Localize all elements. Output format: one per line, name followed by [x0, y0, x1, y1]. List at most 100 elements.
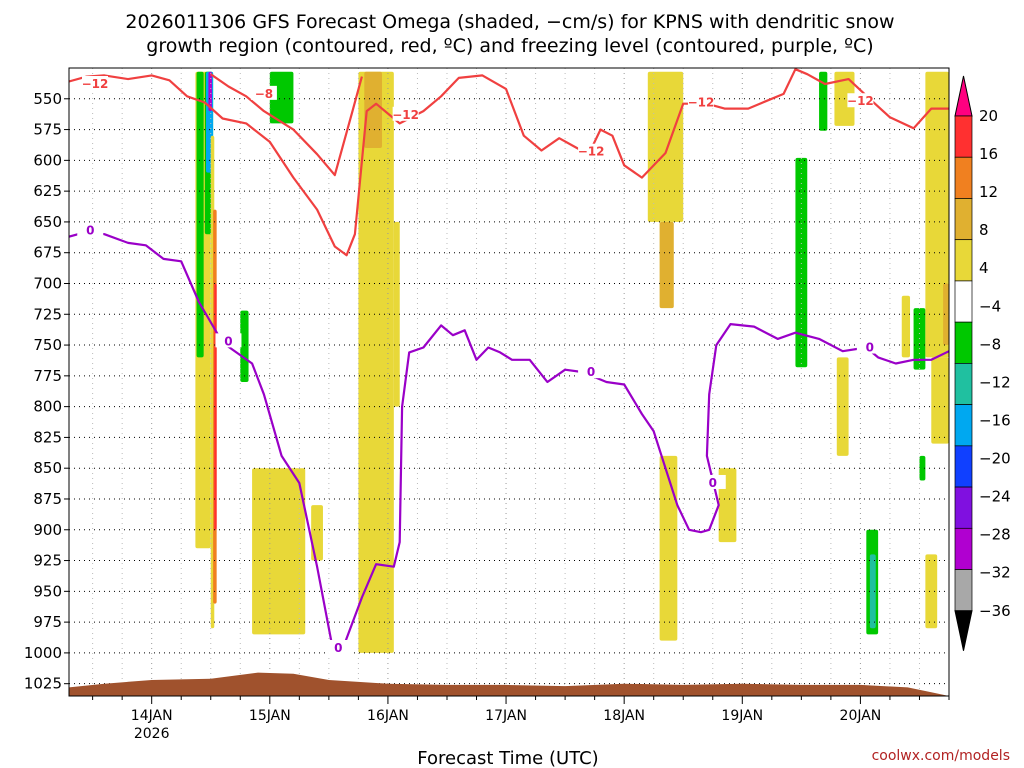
colorbar-label-12: −32	[979, 564, 1011, 582]
colorbar-label-11: −28	[979, 526, 1011, 544]
y-tick-label-775: 775	[33, 367, 62, 385]
omega-shade-17	[659, 455, 678, 641]
y-tick-label-925: 925	[33, 552, 62, 570]
chart-title: 2026011306 GFS Forecast Omega (shaded, −…	[125, 11, 894, 57]
omega-shade-4	[208, 71, 212, 112]
contour-label-0-4: −12	[847, 94, 874, 108]
contour-label-0-1: −12	[392, 108, 419, 122]
y-tick-label-1025: 1025	[24, 675, 62, 693]
grid-layer	[69, 68, 950, 696]
contour-line-1	[210, 73, 363, 177]
contour-line-0	[69, 68, 949, 257]
plot-frame	[68, 67, 950, 697]
omega-shade-31	[925, 554, 938, 629]
x-tick-label-19JAN: 19JAN	[721, 708, 763, 724]
contour-label-2-1: 0	[224, 334, 232, 348]
colorbar: 20 16 12 8 4 −4 −8 −12 −16 −20 −24 −28 −32 −36	[954, 75, 1011, 651]
x-tick-label-17JAN: 17JAN	[485, 708, 527, 724]
contour-label-bg	[325, 639, 352, 654]
contour-label-0-2: −12	[578, 145, 605, 159]
y-tick-label-550: 550	[33, 90, 62, 108]
contour-label-2-3: 0	[587, 365, 595, 379]
omega-shade-30	[931, 357, 949, 444]
omega-shade-19	[795, 157, 808, 368]
contour-label-1-0: −8	[255, 87, 273, 101]
contour-label-bg	[578, 143, 605, 158]
x-tick-year-label: 2026	[134, 726, 170, 742]
y-tick-label-700: 700	[33, 274, 62, 292]
omega-shade-15	[647, 71, 684, 222]
colorbar-swatch-8	[954, 404, 973, 447]
colorbar-arrow-top	[954, 75, 973, 117]
contour-label-bg	[847, 93, 874, 108]
y-axis: 550 575 600 625 650 675 700 725 750 775 800 825 850 8…	[24, 90, 69, 693]
colorbar-arrow-bottom	[954, 610, 973, 651]
contour-label-2-5: 0	[866, 341, 874, 355]
terrain-fill	[69, 672, 949, 696]
contour-series-layer	[69, 68, 949, 650]
contour-label-bg	[699, 474, 726, 489]
chart-title-line-2: growth region (contoured, red, ºC) and f…	[146, 35, 873, 57]
colorbar-label-7: −12	[979, 373, 1011, 391]
y-tick-label-625: 625	[33, 182, 62, 200]
y-tick-label-1000: 1000	[24, 644, 62, 662]
omega-shade-25	[901, 295, 911, 358]
colorbar-swatch-3	[954, 198, 973, 241]
omega-shade-14	[393, 221, 400, 407]
colorbar-label-4: 4	[979, 259, 989, 277]
y-tick-label-750: 750	[33, 336, 62, 354]
colorbar-label-10: −24	[979, 488, 1011, 506]
omega-shade-16	[659, 221, 674, 309]
contour-label-bg	[578, 364, 605, 379]
y-tick-label-825: 825	[33, 428, 62, 446]
x-tick-label-18JAN: 18JAN	[603, 708, 645, 724]
colorbar-swatch-12	[954, 569, 973, 612]
chart-title-line-1: 2026011306 GFS Forecast Omega (shaded, −…	[125, 11, 894, 33]
y-tick-label-950: 950	[33, 582, 62, 600]
colorbar-swatch-1	[954, 115, 973, 158]
colorbar-label-2: 12	[979, 183, 998, 201]
colorbar-label-0: 20	[979, 107, 998, 125]
y-tick-label-575: 575	[33, 121, 62, 139]
omega-shade-24	[869, 554, 876, 629]
colorbar-swatch-11	[954, 527, 973, 570]
contour-label-bg	[215, 333, 242, 348]
colorbar-label-9: −20	[979, 450, 1011, 468]
omega-shade-11	[311, 505, 323, 561]
contour-label-0-0: −12	[82, 77, 109, 91]
omega-shade-1	[196, 71, 204, 358]
y-tick-label-650: 650	[33, 213, 62, 231]
contour-label-bg	[250, 85, 277, 100]
y-tick-label-725: 725	[33, 305, 62, 323]
y-tick-label-900: 900	[33, 521, 62, 539]
colorbar-swatch-2	[954, 156, 973, 199]
x-axis: 14JAN 2026 15JAN 16JAN 17JAN 18JAN 19JAN 20JAN	[92, 696, 950, 742]
contour-label-layer: −12 −12 −12 −12 −12 −8 0 0 0 0 0 0	[77, 76, 883, 655]
omega-shade-9	[269, 71, 294, 124]
omega-shade-22	[836, 357, 849, 456]
contour-label-2-2: 0	[334, 641, 342, 655]
contour-label-2-4: 0	[709, 476, 717, 490]
x-tick-label-16JAN: 16JAN	[367, 708, 409, 724]
x-tick-label-20JAN: 20JAN	[840, 708, 882, 724]
x-tick-label-14JAN: 14JAN	[131, 708, 173, 724]
contour-label-bg	[81, 76, 108, 91]
colorbar-swatch-9	[954, 445, 973, 488]
omega-shade-12	[358, 71, 394, 653]
contour-label-bg	[77, 222, 104, 237]
x-tick-label-15JAN: 15JAN	[249, 708, 291, 724]
contour-line-2	[69, 230, 949, 650]
omega-shading-layer	[195, 71, 949, 653]
contour-label-0-3: −12	[688, 95, 715, 109]
contour-label-bg	[856, 339, 883, 354]
colorbar-label-6: −8	[979, 335, 1001, 353]
y-tick-label-875: 875	[33, 490, 62, 508]
omega-shade-27	[919, 455, 926, 481]
omega-shade-13	[364, 71, 383, 149]
y-tick-label-675: 675	[33, 244, 62, 262]
omega-shade-29	[943, 283, 949, 346]
terrain-layer	[69, 672, 949, 696]
contour-label-bg	[687, 94, 714, 109]
colorbar-swatch-5	[954, 280, 973, 323]
